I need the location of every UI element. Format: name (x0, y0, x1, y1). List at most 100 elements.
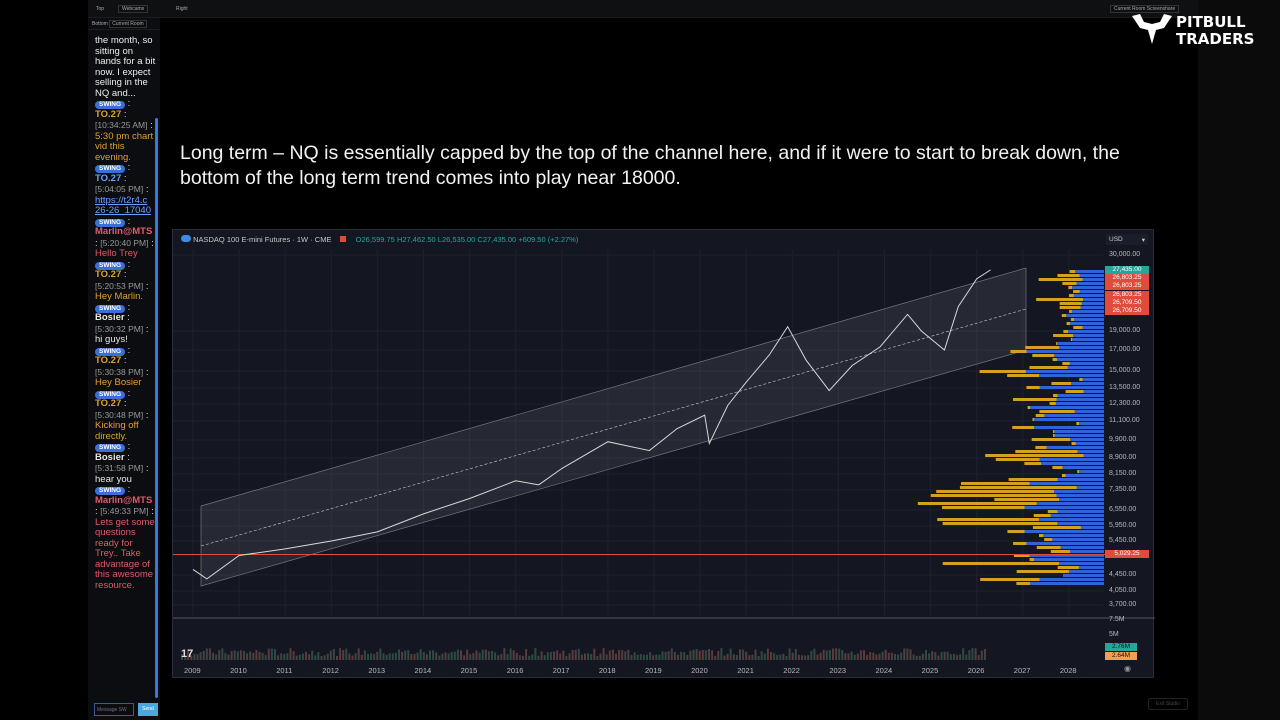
volume-bar (949, 654, 952, 660)
currency-select[interactable]: USD ▾ (1106, 234, 1148, 245)
chat-username[interactable]: TO.27 (95, 108, 122, 120)
volume-bar (692, 649, 695, 660)
x-tick-label: 2023 (829, 666, 847, 675)
chat-username[interactable]: TO.27 (95, 172, 122, 184)
volume-bar (655, 654, 658, 660)
volume-bar (463, 655, 466, 660)
volume-bar (376, 651, 379, 660)
volume-bar (894, 653, 896, 660)
volume-bar (875, 654, 878, 660)
volume-profile-bar (1075, 442, 1104, 445)
volume-bar (456, 649, 459, 660)
volume-profile-bar (1029, 366, 1068, 369)
volume-profile-bar (1083, 454, 1104, 457)
volume-profile-bar (1079, 378, 1083, 381)
volume-profile-bar (1043, 534, 1104, 537)
volume-bar (270, 648, 273, 660)
volume-profile-bar (1024, 506, 1104, 509)
chat-text[interactable]: https://t2r4.c 26-26_17040 (95, 194, 151, 216)
volume-profile-bar (1054, 430, 1104, 433)
volume-bar (478, 652, 481, 660)
top-select[interactable]: Webcams (118, 5, 149, 13)
volume-bar (838, 648, 841, 660)
headline-text: Long term – NQ is essentially capped by … (180, 142, 1120, 189)
x-tick-label: 2018 (598, 666, 616, 675)
tradingview-chart[interactable]: NASDAQ 100 E-mini Futures · 1W · CME O26… (172, 229, 1155, 679)
volume-bar (943, 651, 946, 660)
volume-profile-bar (1061, 474, 1066, 477)
volume-profile-bar (1025, 370, 1104, 373)
chart-plot[interactable] (173, 230, 1155, 679)
volume-bar (227, 654, 230, 660)
volume-bar (701, 649, 704, 660)
chat-text: Hello Trey (95, 248, 138, 259)
y-tick-label: 8,150.00 (1109, 470, 1137, 477)
volume-bar (419, 649, 422, 660)
volume-profile-bar (942, 506, 1025, 509)
flag-icon[interactable] (339, 236, 346, 242)
volume-profile-bar (1076, 282, 1104, 285)
volume-bar (844, 653, 847, 660)
volume-bar (766, 648, 769, 660)
volume-bar (928, 653, 931, 660)
volume-bar (897, 654, 900, 660)
price-tag: 26,803.25 (1105, 290, 1149, 299)
volume-profile-bar (1016, 570, 1069, 573)
volume-bar (379, 648, 382, 660)
volume-bar (391, 653, 394, 660)
volume-bar (726, 653, 729, 660)
bottom-header: Bottom Current Room (88, 18, 160, 30)
volume-bar (695, 649, 698, 660)
chat-scrollbar[interactable] (155, 118, 158, 698)
volume-bar (466, 649, 469, 660)
chat-timestamp: [5:30:48 PM] (95, 409, 144, 420)
volume-bar (729, 648, 732, 660)
volume-profile-bar (1082, 326, 1104, 329)
chat-username[interactable]: Marlin@MTS (95, 226, 153, 237)
chat-username[interactable]: TO.27 (95, 398, 122, 409)
volume-bar (642, 654, 645, 660)
volume-profile-bar (1039, 534, 1044, 537)
volume-bar (568, 653, 571, 660)
volume-profile-bar (1034, 426, 1104, 429)
message-input[interactable] (94, 703, 134, 716)
chat-username[interactable]: TO.27 (95, 269, 122, 280)
volume-profile-bar (1053, 434, 1055, 437)
eye-icon[interactable]: ◉ (1124, 664, 1131, 673)
chat-username[interactable]: TO.27 (95, 355, 122, 366)
support-price-tag: 5,029.25 (1105, 550, 1149, 559)
chat-username[interactable]: Bosier (95, 312, 125, 323)
volume-bar (952, 653, 955, 660)
volume-profile-bar (1010, 350, 1027, 353)
volume-profile-bar (1013, 554, 1030, 557)
volume-profile-bar (1079, 422, 1104, 425)
share-select[interactable]: Current Room Screenshare (1110, 5, 1180, 13)
volume-bar (370, 653, 373, 660)
volume-bar (249, 651, 252, 660)
volume-bar (429, 650, 431, 660)
send-button[interactable]: Send (138, 703, 158, 716)
volume-profile-bar (1069, 310, 1072, 313)
volume-profile-bar (1059, 302, 1082, 305)
chat-username[interactable]: Marlin@MTS (95, 494, 153, 506)
volume-profile-bar (994, 498, 1060, 501)
bottom-select[interactable]: Current Room (109, 20, 147, 28)
volume-bar (491, 650, 493, 660)
volume-bar (624, 651, 627, 660)
volume-bar (438, 655, 441, 660)
swing-badge: SWING (95, 487, 126, 495)
volume-bar (921, 653, 924, 660)
volume-profile-bar (1074, 318, 1104, 321)
volume-bar (804, 655, 807, 660)
volume-profile-bar (1056, 342, 1057, 345)
volume-profile-bar (1032, 418, 1035, 421)
price-tag: 26,803.25 (1105, 282, 1149, 291)
volume-bar (980, 650, 983, 660)
x-tick-label: 2015 (460, 666, 478, 675)
chat-username[interactable]: Bosier (95, 451, 125, 463)
volume-profile-bar (1029, 482, 1104, 485)
volume-profile-bar (995, 458, 1040, 461)
x-tick-label: 2028 (1059, 666, 1077, 675)
exit-studio-button[interactable]: Exit Studio (1148, 698, 1188, 710)
volume-bar (925, 649, 927, 660)
